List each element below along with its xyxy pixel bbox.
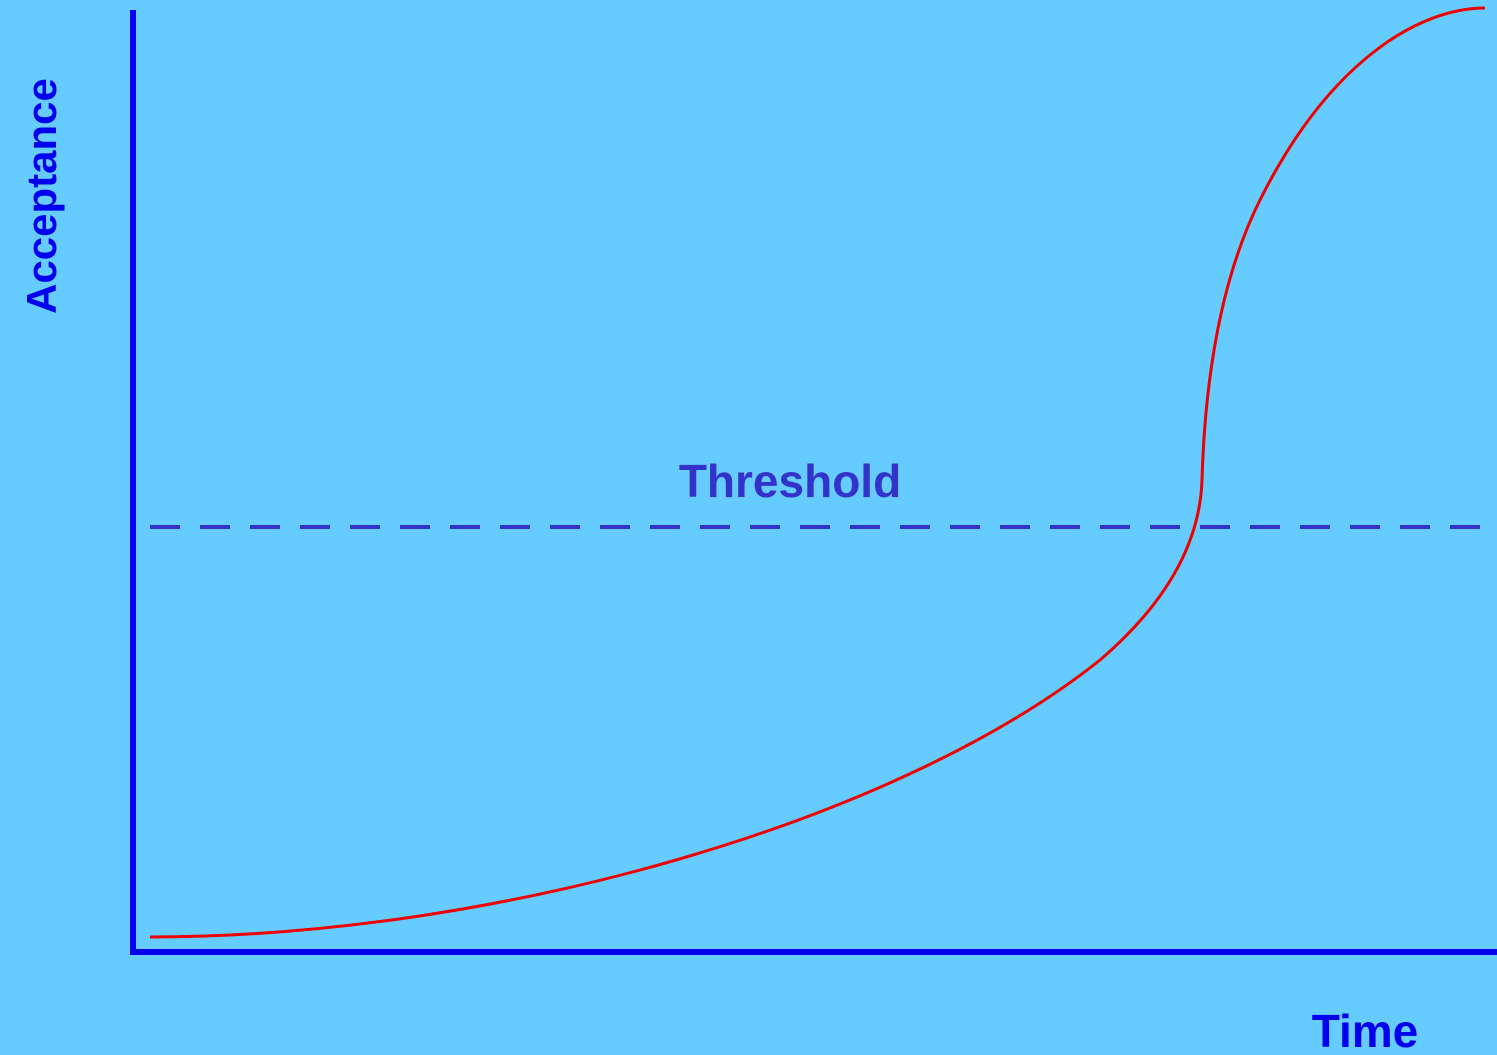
x-axis-label: Time (1312, 1005, 1419, 1055)
threshold-label: Threshold (679, 455, 901, 507)
acceptance-curve (149, 6, 1486, 939)
y-axis-label: Acceptance (18, 78, 65, 314)
